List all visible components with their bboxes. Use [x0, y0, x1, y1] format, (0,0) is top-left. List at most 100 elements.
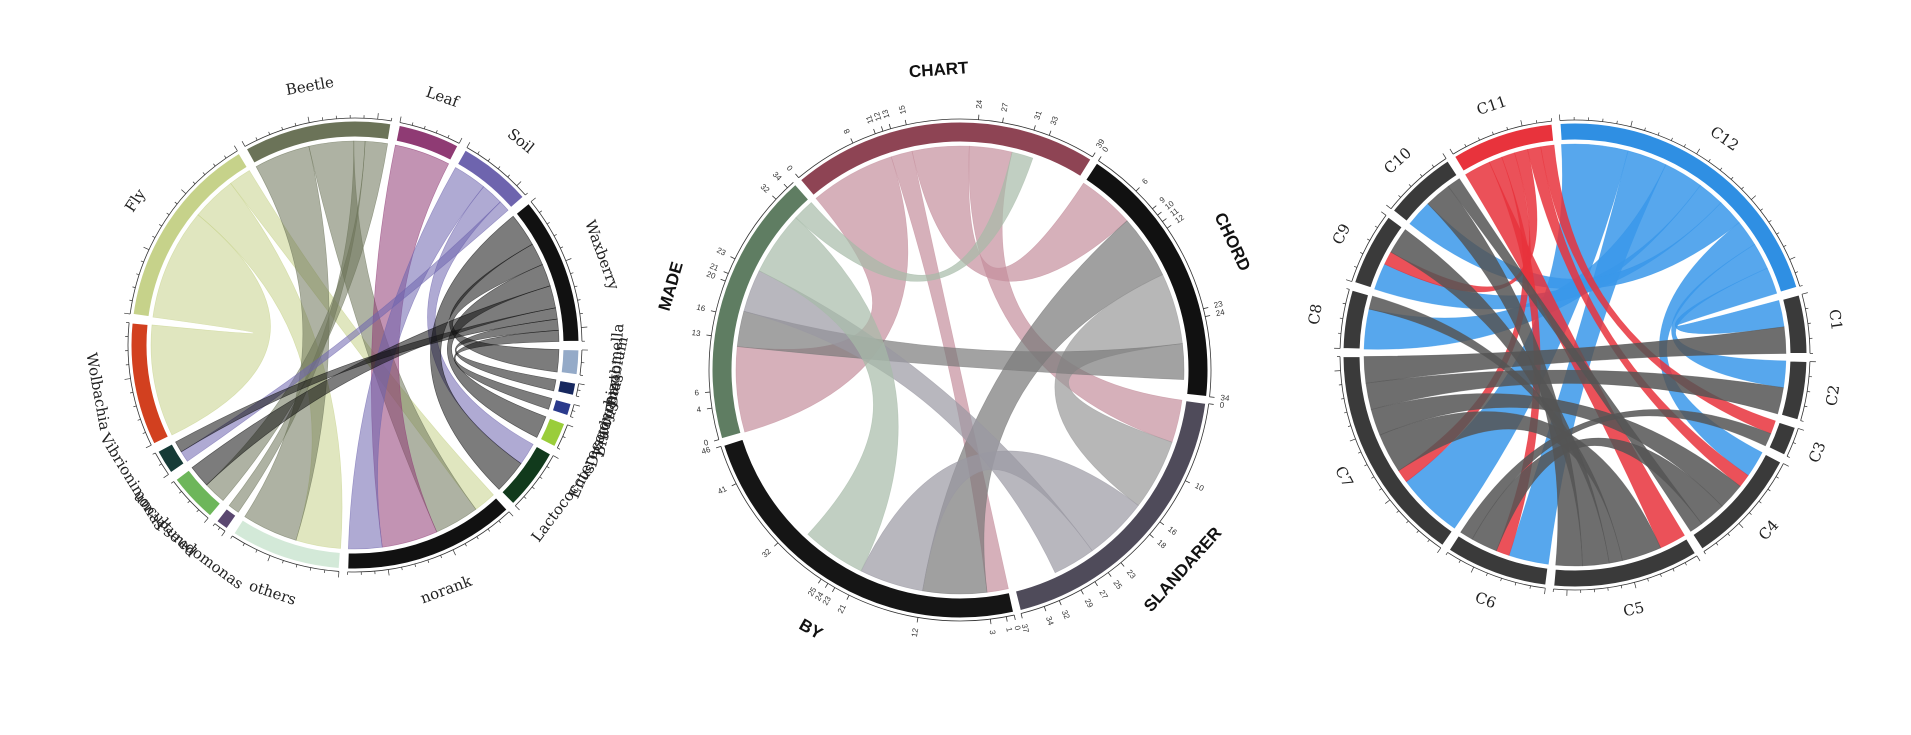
tick-mark [447, 134, 450, 139]
sector-axis-lactococcus [515, 455, 554, 507]
tick-mark [145, 444, 152, 449]
tick-mark [1157, 211, 1162, 216]
tick-label: 0 [1013, 625, 1023, 632]
tick-mark [181, 189, 187, 194]
sector-label-c1: C1 [1825, 308, 1846, 331]
sector-label-vibrionimonas: Vibrionimonas [96, 429, 169, 533]
tick-mark [1386, 204, 1392, 210]
ribbon-c7-to-c5 [1379, 411, 1662, 561]
tick-label: 18 [1155, 538, 1168, 551]
tick-mark [546, 466, 550, 469]
tick-mark [464, 543, 467, 547]
tick-label: 8 [842, 127, 852, 135]
tick-mark [1341, 398, 1345, 400]
tick-mark [1657, 132, 1660, 136]
tick-mark [1166, 224, 1172, 229]
sector-arc-norank [347, 497, 508, 570]
sector-label-c2: C2 [1822, 384, 1843, 408]
tick-mark [452, 549, 456, 556]
tick-mark [487, 528, 491, 532]
tick-mark [142, 432, 146, 434]
tick-mark [507, 174, 510, 178]
tick-mark [435, 130, 438, 134]
tick-mark [1449, 148, 1454, 155]
tick-mark [221, 530, 226, 537]
sector-axis-c10 [1390, 158, 1447, 210]
sector-label-made: MADE [655, 260, 687, 313]
sector-arc-others [233, 519, 341, 569]
sector-axis-c11 [1452, 120, 1552, 155]
tick-mark [1342, 302, 1346, 305]
ribbon-c11-to-c3 [1540, 144, 1776, 434]
tick-mark [1364, 464, 1368, 467]
tick-mark [1398, 195, 1401, 198]
tick-mark [1715, 542, 1719, 546]
tick-mark [387, 569, 390, 576]
tick-mark [295, 564, 298, 568]
ribbon-c9-to-c5 [1390, 229, 1610, 567]
tick-mark [133, 405, 137, 408]
tick-mark [143, 246, 150, 250]
tick-mark [1371, 476, 1375, 479]
tick-mark [1378, 488, 1382, 491]
tick-mark [706, 334, 712, 337]
tick-mark [570, 272, 574, 274]
tick-mark [515, 505, 520, 511]
sector-label-c7: C7 [1331, 463, 1357, 490]
tick-label: 0 [703, 438, 710, 448]
chord-chart-taxa: Beetle LeafSoilWaxberryBartomellaBradyrhi… [82, 73, 631, 609]
sector-axis-slandarer [1020, 403, 1210, 614]
tick-mark [1458, 560, 1461, 563]
tick-mark [1672, 568, 1675, 572]
tick-mark [881, 126, 884, 132]
tick-mark [1347, 425, 1351, 427]
tick-mark [281, 126, 284, 130]
tick-mark [458, 137, 463, 144]
sector-label-leaf: Leaf [424, 83, 463, 112]
sector-label-c5: C5 [1621, 598, 1646, 620]
tick-label: 12 [872, 110, 883, 122]
sector-axis-by [720, 446, 1015, 622]
ribbon-by-to-made [758, 217, 899, 572]
ribbon-c6-to-c3 [1460, 409, 1772, 540]
sector-label-fly: Fly [121, 185, 149, 215]
tick-mark [152, 235, 156, 238]
sector-label-chord: CHORD [1211, 210, 1255, 275]
tick-label: 24 [974, 99, 984, 109]
sector-arc-c12 [1559, 122, 1798, 293]
sector-label-c9: C9 [1329, 221, 1355, 248]
tick-mark [1776, 232, 1780, 235]
tick-mark [1492, 131, 1494, 135]
sector-arc-chart [799, 121, 1092, 197]
sector-arc-by [723, 438, 1015, 619]
tick-label: 0 [1219, 400, 1225, 410]
tick-mark [1092, 152, 1096, 158]
tick-mark [255, 137, 258, 141]
tick-mark [1185, 480, 1190, 484]
tick-mark [136, 273, 140, 276]
tick-mark [730, 256, 736, 260]
sector-arc-enterococcus [539, 417, 566, 448]
ribbon-made-to-chart [795, 151, 1034, 282]
ribbon-slandarer-to-made [743, 270, 1093, 574]
tick-mark [129, 299, 133, 302]
tick-mark [1749, 512, 1752, 515]
sector-axis-chart [798, 118, 1093, 179]
sector-c8: C8 [1305, 288, 1370, 350]
tick-mark [1408, 184, 1412, 187]
tick-mark [1445, 552, 1448, 556]
tick-mark [1670, 137, 1673, 141]
ribbon-waxberry-to-dysgonomas [453, 329, 560, 410]
tick-label: 12 [910, 627, 920, 638]
tick-mark [1634, 582, 1637, 589]
tick-label: 31 [1032, 109, 1043, 121]
sector-arc-c6 [1448, 534, 1549, 586]
tick-label: 13 [691, 328, 702, 338]
sector-arc-pseudomonas [216, 507, 237, 530]
tick-mark [539, 210, 543, 213]
tick-mark [423, 125, 426, 129]
sector-axis-waxberry [530, 201, 583, 342]
tick-mark [577, 389, 581, 391]
sector-arc-c7 [1342, 355, 1453, 547]
sector-arc-made [711, 183, 810, 440]
